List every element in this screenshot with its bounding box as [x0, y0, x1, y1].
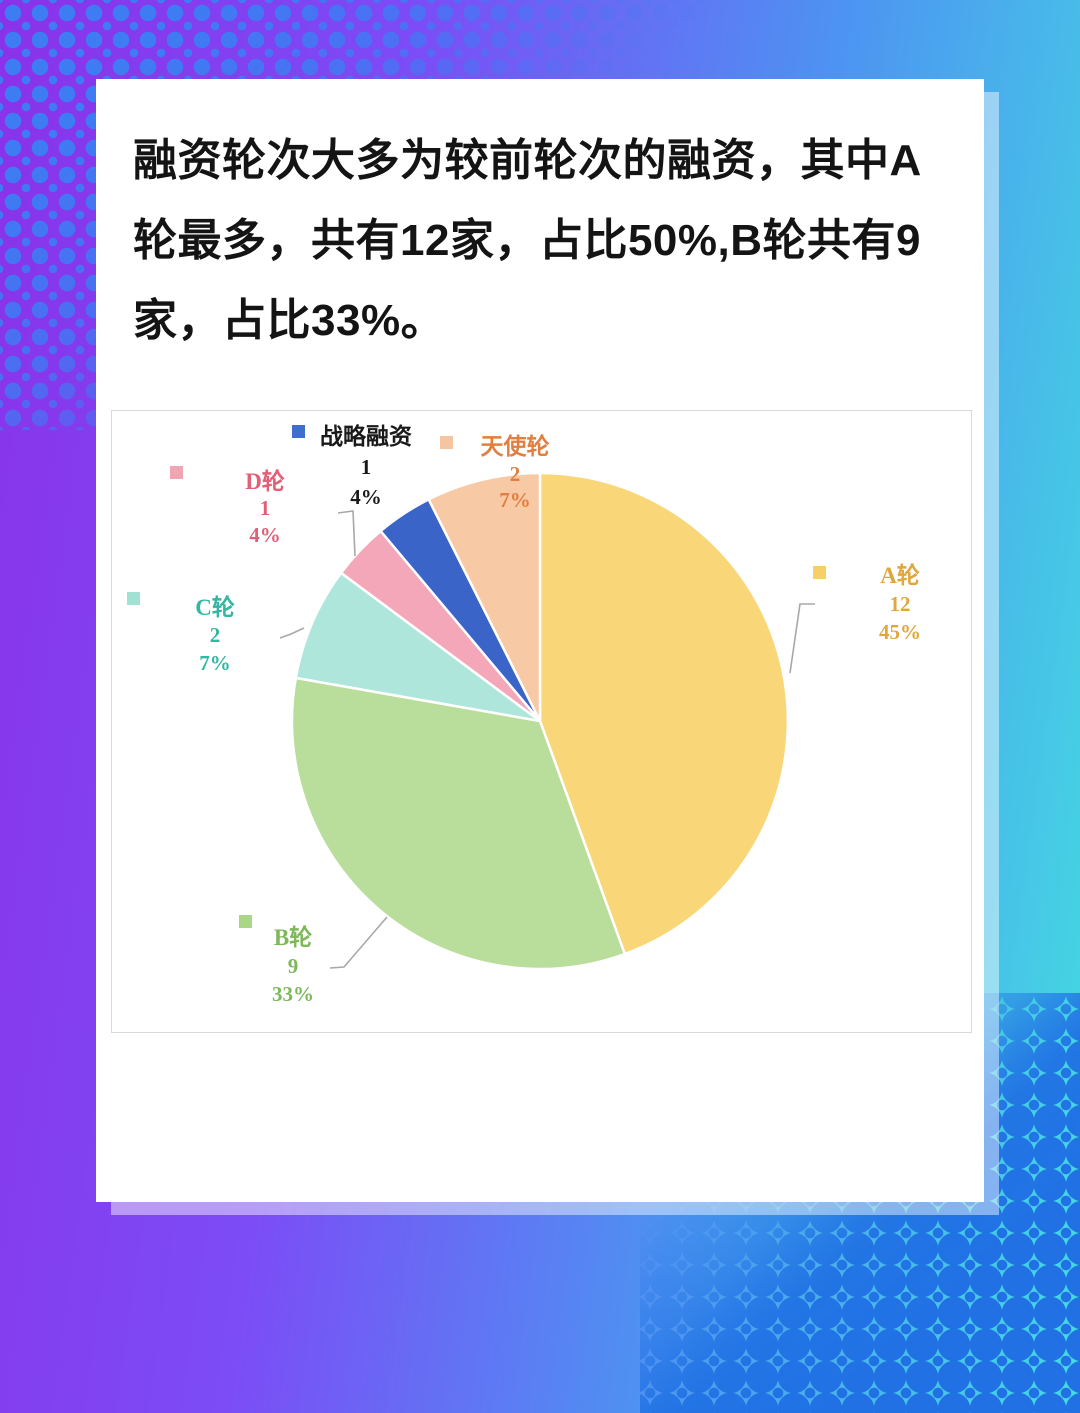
leader-line-0 — [789, 603, 815, 674]
paragraph-normal-start: 融资轮次 — [133, 136, 311, 185]
pie-slice-1 — [290, 676, 627, 971]
legend-marker-3 — [170, 466, 183, 479]
summary-paragraph: 融资轮次大多为较前轮次的融资，其中A轮最多，共有12家，占比50%,B轮共有9家… — [133, 121, 961, 361]
slice-label-4: 战略融资 1 4% — [320, 423, 412, 509]
pie-slice-5 — [427, 471, 542, 723]
legend-marker-5 — [440, 436, 453, 449]
leader-line-2 — [279, 627, 305, 639]
pie-slice-0 — [538, 471, 790, 956]
content-card: 融资轮次大多为较前轮次的融资，其中A轮最多，共有12家，占比50%,B轮共有9家… — [96, 79, 984, 1202]
leader-line-4 — [337, 510, 356, 557]
legend-marker-0 — [813, 566, 826, 579]
funding-rounds-pie-chart: A轮 12 45% B轮 9 33% C轮 2 7% D轮 1 4% 战略融资 1 4% 天使轮 2 7% — [111, 410, 972, 1033]
pie-chart-svg: A轮 12 45% B轮 9 33% C轮 2 7% D轮 1 4% 战略融资 1 4% 天使轮 2 7% — [127, 423, 921, 1006]
slice-label-0: A轮 12 45% — [879, 562, 921, 644]
legend-marker-2 — [127, 592, 140, 605]
slice-label-2: C轮 2 7% — [195, 594, 235, 675]
slice-label-3: D轮 1 4% — [245, 468, 285, 547]
pie-slice-2 — [294, 571, 542, 723]
paragraph-normal-end: ，其中A轮最多，共有12家，占比50%,B轮共有9家，占比33%。 — [133, 136, 922, 345]
leader-line-1 — [329, 916, 388, 969]
legend-marker-4 — [292, 425, 305, 438]
legend-marker-1 — [239, 915, 252, 928]
slice-label-1: B轮 9 33% — [272, 924, 314, 1006]
slice-label-5: 天使轮 2 7% — [481, 433, 550, 512]
paragraph-bold-run: 大多为较前轮次的融资 — [311, 136, 756, 185]
